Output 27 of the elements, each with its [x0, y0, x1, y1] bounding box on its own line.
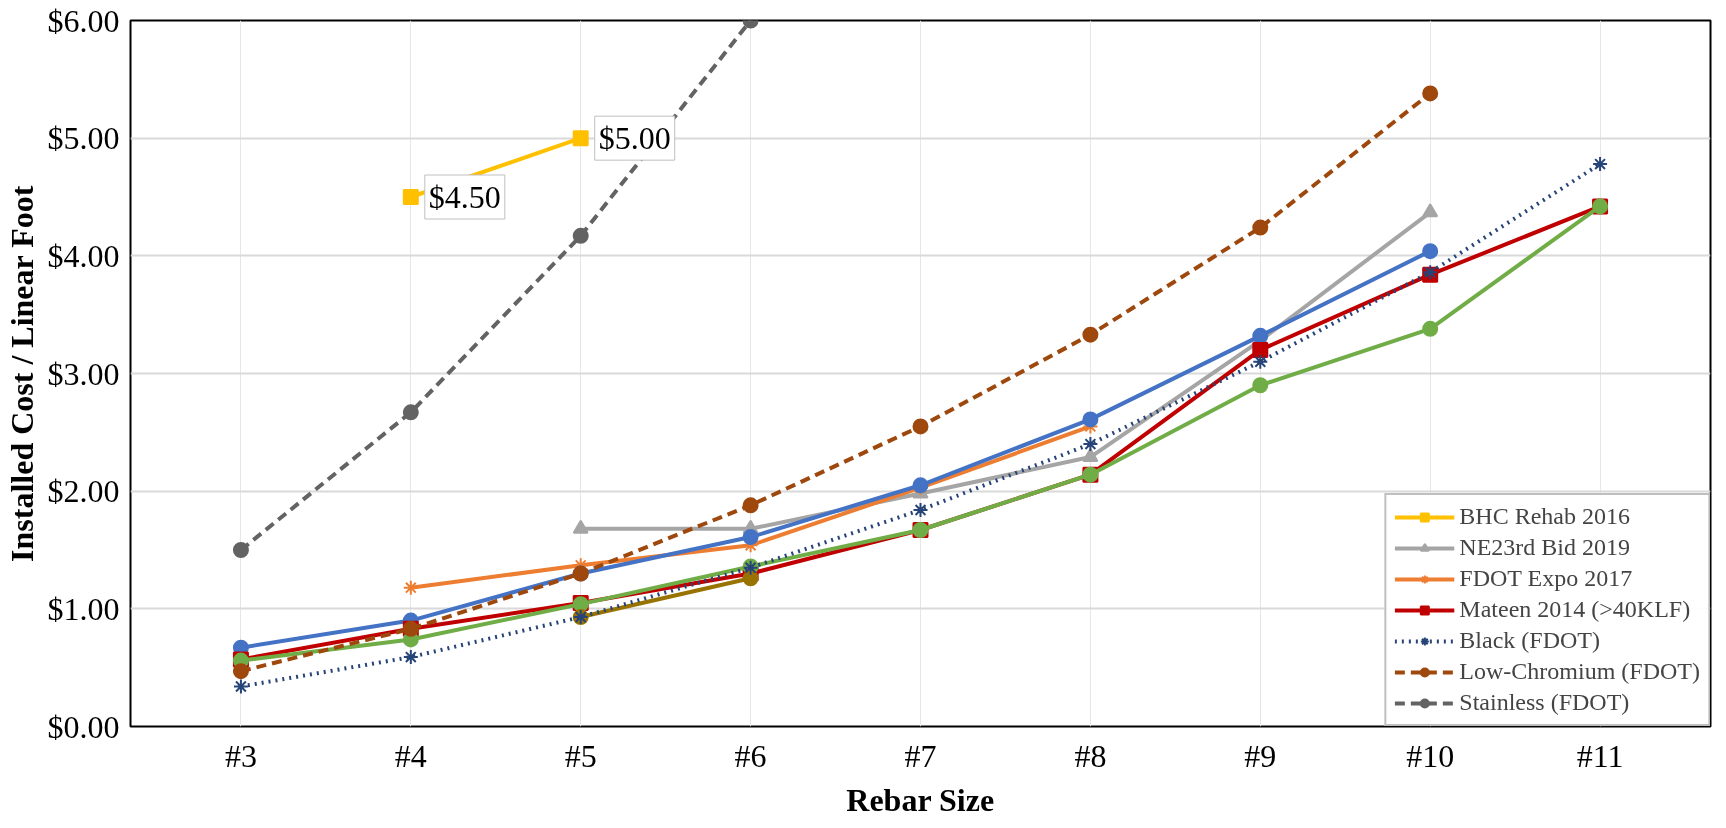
data-label: $5.00 — [598, 120, 671, 157]
legend-label: Black (FDOT) — [1459, 627, 1600, 654]
x-tick-label: #6 — [734, 737, 767, 774]
y-tick-label: $4.00 — [47, 237, 120, 274]
x-tick-label: #7 — [904, 737, 937, 774]
x-tick-label: #4 — [394, 737, 427, 774]
x-tick-label: #10 — [1406, 737, 1455, 774]
y-tick-label: $0.00 — [47, 708, 120, 745]
legend-label: Mateen 2014 (>40KLF) — [1459, 596, 1691, 623]
legend-label: Stainless (FDOT) — [1459, 689, 1630, 716]
x-tick-label: #9 — [1244, 737, 1277, 774]
x-axis-title: Rebar Size — [846, 781, 995, 818]
y-tick-label: $2.00 — [47, 473, 120, 510]
y-tick-label: $5.00 — [47, 120, 120, 157]
x-tick-label: #8 — [1074, 737, 1107, 774]
y-tick-label: $3.00 — [47, 355, 120, 392]
legend-label: FDOT Expo 2017 — [1459, 565, 1633, 592]
legend-label: BHC Rehab 2016 — [1459, 503, 1631, 530]
y-axis-title: Installed Cost / Linear Foot — [3, 185, 40, 562]
x-tick-label: #5 — [564, 737, 597, 774]
x-tick-label: #3 — [224, 737, 257, 774]
legend-label: Low-Chromium (FDOT) — [1459, 658, 1700, 685]
x-tick-label: #11 — [1576, 737, 1624, 774]
y-tick-label: $6.00 — [47, 2, 120, 39]
data-label: $4.50 — [428, 179, 501, 215]
legend-label: NE23rd Bid 2019 — [1459, 534, 1631, 561]
y-tick-label: $1.00 — [47, 590, 120, 627]
